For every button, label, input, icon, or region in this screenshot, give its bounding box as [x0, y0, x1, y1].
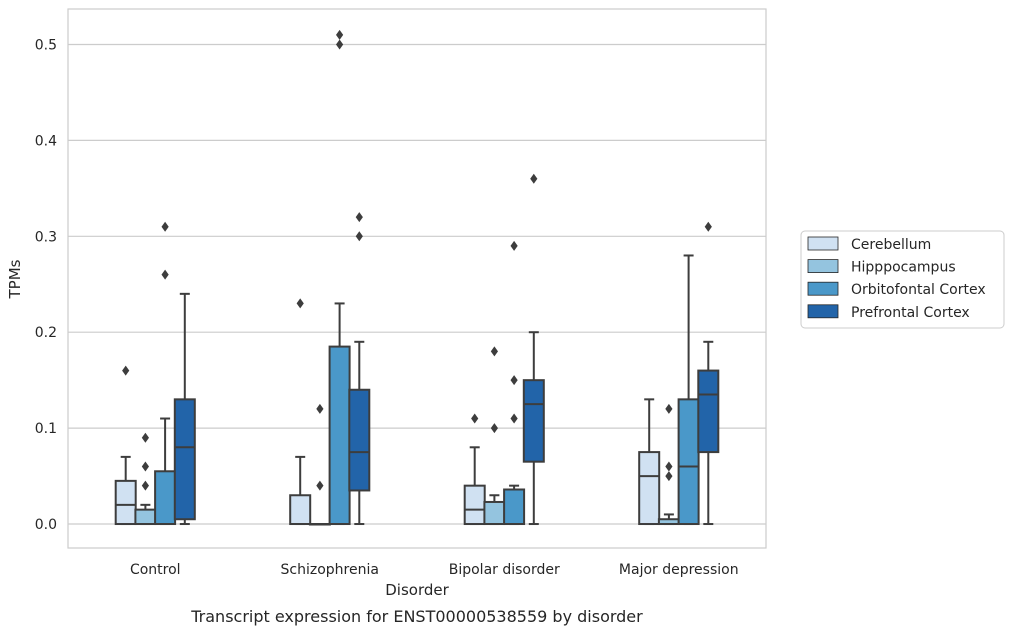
outlier-point	[490, 423, 498, 434]
x-tick-label: Bipolar disorder	[449, 562, 560, 578]
outlier-point	[530, 173, 538, 184]
box-orbitofontal-cortex	[677, 254, 700, 526]
legend-label: Orbitofontal Cortex	[851, 282, 986, 298]
box	[154, 470, 177, 526]
gridlines	[68, 43, 766, 525]
box	[677, 398, 700, 526]
outlier-point	[471, 413, 479, 424]
outlier-point	[316, 403, 324, 414]
x-axis-ticks: Control Schizophrenia Bipolar disorder Majo…	[130, 562, 739, 578]
outlier-point	[296, 298, 304, 309]
legend-box	[800, 230, 1005, 329]
box-cerebellum	[114, 365, 137, 526]
legend-label: Prefrontal Cortex	[851, 305, 970, 321]
y-tick-label: 0.0	[35, 517, 57, 533]
box-orbitofontal-cortex	[154, 221, 177, 526]
box-hipppocampus	[657, 403, 680, 526]
legend-swatch	[807, 236, 839, 251]
box-groups	[114, 29, 720, 526]
outlier-point	[141, 432, 149, 443]
box-hipppocampus	[483, 346, 506, 526]
outlier-point	[355, 212, 363, 223]
outlier-point	[161, 221, 169, 232]
box-hipppocampus	[308, 403, 331, 526]
box	[522, 379, 545, 463]
box-prefrontal-cortex	[522, 173, 545, 526]
box-prefrontal-cortex	[697, 221, 720, 526]
box	[483, 500, 506, 526]
y-axis-ticks: 0.0 0.1 0.2 0.3 0.4 0.5	[35, 37, 57, 533]
box-cerebellum	[289, 298, 312, 526]
outlier-point	[490, 346, 498, 357]
y-tick-label: 0.2	[35, 325, 57, 341]
box	[697, 369, 720, 454]
x-tick-label: Control	[130, 562, 181, 578]
outlier-point	[510, 375, 518, 386]
legend: Cerebellum Hipppocampus Orbitofontal Corte…	[800, 230, 1005, 329]
outlier-point	[122, 365, 130, 376]
box	[348, 388, 371, 492]
outlier-point	[336, 39, 344, 50]
box-cerebellum	[463, 413, 486, 526]
chart-caption: Transcript expression for ENST0000053855…	[190, 607, 643, 626]
box-prefrontal-cortex	[173, 292, 196, 526]
outlier-point	[316, 480, 324, 491]
outlier-point	[141, 461, 149, 472]
box-prefrontal-cortex	[348, 212, 371, 526]
outlier-point	[355, 231, 363, 242]
y-tick-label: 0.1	[35, 421, 57, 437]
y-tick-label: 0.4	[35, 133, 57, 149]
box-orbitofontal-cortex	[328, 29, 351, 526]
outlier-point	[336, 29, 344, 40]
box-cerebellum	[638, 398, 661, 526]
box-hipppocampus	[134, 432, 157, 526]
outlier-point	[510, 240, 518, 251]
legend-swatch	[807, 259, 839, 274]
box	[173, 398, 196, 521]
x-tick-label: Major depression	[619, 562, 739, 578]
x-tick-label: Schizophrenia	[281, 562, 379, 578]
outlier-point	[665, 461, 673, 472]
legend-label: Cerebellum	[851, 237, 931, 253]
legend-label: Hipppocampus	[851, 260, 956, 276]
y-tick-label: 0.3	[35, 229, 57, 245]
box-orbitofontal-cortex	[503, 240, 526, 526]
legend-swatch	[807, 304, 839, 319]
legend-swatch	[807, 281, 839, 296]
outlier-point	[704, 221, 712, 232]
outlier-point	[665, 403, 673, 414]
outlier-point	[665, 471, 673, 482]
outlier-point	[161, 269, 169, 280]
y-axis-label: TPMs	[6, 259, 24, 299]
box	[463, 484, 486, 526]
box	[289, 494, 312, 526]
outlier-point	[510, 413, 518, 424]
y-tick-label: 0.5	[35, 37, 57, 53]
box	[134, 508, 157, 526]
box	[114, 479, 137, 526]
box	[638, 451, 661, 526]
box	[503, 488, 526, 526]
box	[328, 345, 351, 526]
outlier-point	[141, 480, 149, 491]
x-axis-label: Disorder	[385, 581, 449, 599]
plot-frame	[67, 8, 767, 549]
